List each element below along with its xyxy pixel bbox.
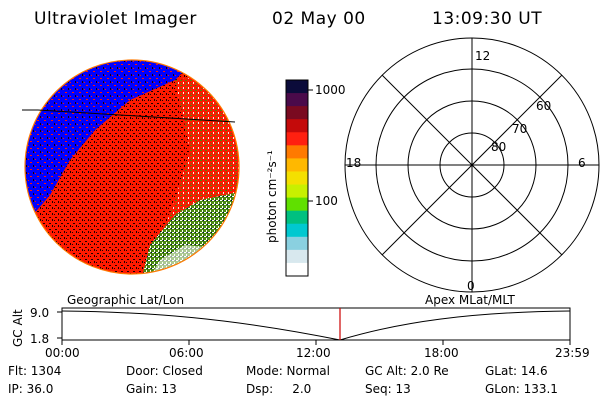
earth-image bbox=[25, 60, 239, 274]
colorbar-band bbox=[286, 262, 308, 277]
mlt-label-12: 12 bbox=[475, 49, 490, 63]
colorbar-band bbox=[286, 210, 308, 225]
lat-label-70: 70 bbox=[512, 122, 527, 136]
info-glat: GLat: 14.6 bbox=[485, 364, 548, 378]
info-gain: Gain: 13 bbox=[126, 382, 177, 396]
colorbar-band bbox=[286, 184, 308, 199]
mlt-label-6: 6 bbox=[578, 156, 586, 170]
colorbar-band bbox=[286, 197, 308, 212]
lat-label-60: 60 bbox=[536, 99, 551, 113]
polar-diagonal-2 bbox=[381, 74, 563, 256]
terminator-line bbox=[37, 109, 236, 123]
colorbar-band bbox=[286, 145, 308, 159]
x-tick-label-1800: 18:00 bbox=[424, 346, 459, 360]
altitude-curve bbox=[61, 310, 571, 341]
colorbar-label-1000: 1000 bbox=[315, 83, 346, 97]
colorbar-label-100: 100 bbox=[315, 194, 338, 208]
timeline-right-label: Apex MLat/MLT bbox=[425, 293, 515, 307]
colorbar-band bbox=[286, 93, 308, 107]
info-ip: IP: 36.0 bbox=[8, 382, 54, 396]
info-mode: Mode: Normal bbox=[246, 364, 330, 378]
x-tick-label-0600: 06:00 bbox=[169, 346, 204, 360]
x-tick-label-0000: 00:00 bbox=[45, 346, 80, 360]
info-gc-alt: GC Alt: 2.0 Re bbox=[365, 364, 449, 378]
colorbar-band bbox=[286, 236, 308, 251]
colorbar-unit-label: photon cm⁻²s⁻¹ bbox=[265, 150, 279, 243]
earth-limb bbox=[24, 59, 240, 275]
info-dsp: Dsp: 2.0 bbox=[246, 382, 312, 396]
colorbar-band bbox=[286, 80, 308, 94]
x-tick-label-2359: 23:59 bbox=[555, 346, 590, 360]
y-tick-label-18: 1.8 bbox=[30, 332, 49, 346]
colorbar-frame bbox=[285, 79, 309, 277]
colorbar-band bbox=[286, 119, 308, 133]
timeline-axis-title: GC Alt bbox=[11, 309, 25, 347]
colorbar-band bbox=[286, 249, 308, 264]
mlt-label-18: 18 bbox=[346, 156, 361, 170]
colorbar bbox=[286, 80, 308, 277]
instrument-title: Ultraviolet Imager bbox=[34, 9, 197, 29]
x-tick-label-1200: 12:00 bbox=[296, 346, 331, 360]
polar-grid bbox=[344, 37, 600, 293]
date-label: 02 May 00 bbox=[272, 9, 366, 29]
info-door: Door: Closed bbox=[126, 364, 203, 378]
info-flt: Flt: 1304 bbox=[8, 364, 62, 378]
y-tick-label-9: 9.0 bbox=[30, 306, 49, 320]
colorbar-band bbox=[286, 223, 308, 238]
info-glon: GLon: 133.1 bbox=[485, 382, 558, 396]
timeline-left-label: Geographic Lat/Lon bbox=[67, 293, 184, 307]
colorbar-band bbox=[286, 171, 308, 186]
info-seq: Seq: 13 bbox=[365, 382, 411, 396]
lat-label-80: 80 bbox=[491, 140, 506, 154]
time-label: 13:09:30 UT bbox=[432, 9, 543, 29]
colorbar-band bbox=[286, 158, 308, 173]
mlt-label-0: 0 bbox=[467, 279, 475, 293]
colorbar-band bbox=[286, 106, 308, 120]
colorbar-band bbox=[286, 132, 308, 146]
